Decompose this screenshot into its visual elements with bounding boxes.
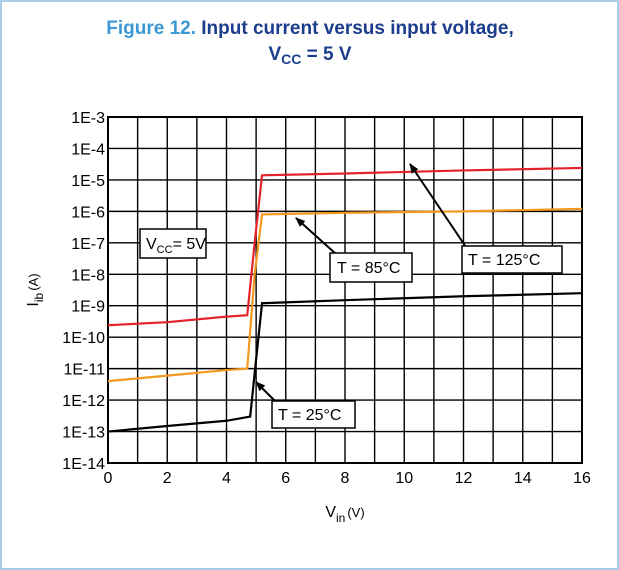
y-tick-label: 1E-5 bbox=[71, 173, 105, 190]
y-axis-label: Iib (A) bbox=[25, 273, 46, 306]
annotation: T = 25°C bbox=[278, 407, 341, 424]
x-tick-label: 6 bbox=[281, 470, 290, 487]
xl-unit: (V) bbox=[347, 505, 364, 520]
y-tick-label: 1E-4 bbox=[71, 141, 105, 158]
yl-unit: (A) bbox=[26, 273, 41, 290]
plot: 1E-3 1E-4 1E-5 1E-6 1E-7 1E-8 1E-9 1E-10 1E-11 1E… bbox=[62, 110, 591, 487]
series-line bbox=[107, 292, 583, 433]
title-v: V bbox=[268, 44, 281, 65]
x-tick-label: 8 bbox=[341, 470, 350, 487]
y-tick-label: 1E-11 bbox=[63, 362, 105, 379]
title-text: Input current versus input voltage, bbox=[201, 18, 514, 39]
x-tick-label: 16 bbox=[573, 470, 591, 487]
x-tick-label: 10 bbox=[395, 470, 413, 487]
x-tick-label: 4 bbox=[222, 470, 231, 487]
y-tick-label: 1E-3 bbox=[71, 110, 105, 127]
y-tick-label: 1E-6 bbox=[71, 204, 105, 221]
title-label: Figure 12. bbox=[106, 18, 196, 39]
xl-main: V bbox=[325, 504, 336, 521]
x-tick-label: 14 bbox=[514, 470, 532, 487]
x-tick-label: 12 bbox=[455, 470, 473, 487]
series-line bbox=[107, 207, 583, 383]
yl-main: I bbox=[25, 302, 42, 306]
annotation: VCC= 5V bbox=[146, 236, 206, 256]
annotation-box bbox=[329, 252, 413, 283]
ann-sub: CC bbox=[157, 244, 173, 256]
y-tick-label: 1E-12 bbox=[62, 393, 105, 410]
annotations: VCC= 5V T = 85°C T = 125°C T = 25°C bbox=[139, 163, 563, 429]
annotation-box bbox=[461, 245, 563, 274]
annotation-box bbox=[139, 228, 207, 259]
chart-subtitle: VCC = 5 V bbox=[268, 44, 351, 67]
annotation-box bbox=[271, 400, 356, 429]
arrow bbox=[409, 163, 469, 251]
x-tick-label: 2 bbox=[163, 470, 172, 487]
y-tick-label: 1E-7 bbox=[71, 236, 105, 253]
y-tick-label: 1E-8 bbox=[71, 267, 105, 284]
ann-main: V bbox=[146, 236, 157, 253]
yl-sub: ib bbox=[32, 292, 46, 302]
x-tick-label: 0 bbox=[104, 470, 113, 487]
title-rest: = 5 V bbox=[301, 44, 351, 65]
annotation: T = 85°C bbox=[337, 260, 400, 277]
y-tick-label: 1E-13 bbox=[62, 425, 105, 442]
x-axis-label: Vin (V) bbox=[325, 504, 364, 525]
plot-border bbox=[107, 116, 583, 464]
y-tick-label: 1E-14 bbox=[62, 456, 105, 473]
title-sub: CC bbox=[281, 51, 301, 67]
series-line bbox=[107, 166, 583, 327]
arrow bbox=[295, 217, 337, 255]
y-tick-label: 1E-9 bbox=[71, 299, 105, 316]
xl-sub: in bbox=[336, 511, 345, 525]
chart-title: Figure 12. Input current versus input vo… bbox=[106, 18, 514, 39]
ann-rest: = 5V bbox=[173, 236, 207, 253]
y-tick-label: 1E-10 bbox=[62, 330, 105, 347]
annotation: T = 125°C bbox=[468, 252, 540, 269]
